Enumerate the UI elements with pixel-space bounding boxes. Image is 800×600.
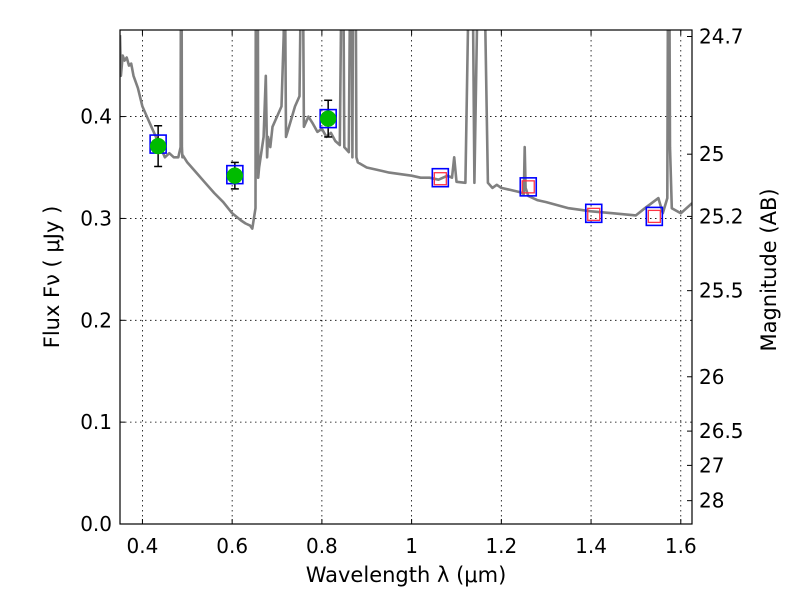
y-tick-label: 0.3 [80, 206, 112, 230]
y2-axis-label: Magnitude (AB) [757, 188, 781, 351]
y-axis-label: Flux Fν ( μJy ) [40, 206, 64, 349]
x-tick-label: 1.2 [485, 534, 517, 558]
observed-point [149, 137, 167, 155]
observed-point [226, 167, 244, 184]
x-axis-label: Wavelength λ (μm) [306, 563, 507, 587]
y-tick-label: 0.2 [80, 308, 112, 332]
x-tick-label: 0.4 [127, 534, 159, 558]
x-tick-label: 1.6 [665, 534, 697, 558]
x-tick-label: 0.8 [306, 534, 338, 558]
magnitude-tick-labels: 24.7 25 25.2 25.5 26 26.5 27 28 [699, 24, 744, 512]
observed-point [319, 110, 337, 127]
model-photometry-box [584, 203, 603, 224]
magnitude-tick-label: 26 [699, 365, 724, 389]
magnitude-tick-label: 28 [699, 489, 724, 513]
model-photometry-box [645, 206, 664, 227]
upper-limit-marker [433, 172, 447, 186]
x-tick-label: 1.4 [575, 534, 607, 558]
x-tick-label: 0.6 [216, 534, 248, 558]
magnitude-tick-label: 25 [699, 142, 724, 166]
y-tick-label: 0.4 [80, 105, 112, 129]
y-tick-labels: 0.0 0.1 0.2 0.3 0.4 [80, 105, 112, 536]
x-tick-label: 1 [405, 534, 418, 558]
photometry-markers [149, 99, 664, 227]
axis-ticks [120, 30, 692, 525]
upper-limit-marker [521, 180, 535, 194]
plot-frame [119, 29, 693, 525]
model-photometry-box [431, 167, 450, 188]
upper-limit-marker [587, 207, 601, 222]
magnitude-tick-label: 27 [699, 453, 724, 477]
magnitude-tick-label: 25.2 [699, 204, 744, 228]
magnitude-tick-label: 24.7 [699, 24, 744, 48]
x-tick-labels: 0.4 0.6 0.8 1 1.2 1.4 1.6 [127, 534, 697, 558]
magnitude-tick-label: 25.5 [699, 279, 744, 303]
upper-limit-marker [647, 209, 661, 224]
y-tick-label: 0.0 [80, 512, 112, 536]
y-tick-label: 0.1 [80, 410, 112, 434]
model-photometry-box [519, 177, 538, 197]
magnitude-tick-label: 26.5 [699, 419, 744, 443]
plot-background [120, 30, 692, 524]
